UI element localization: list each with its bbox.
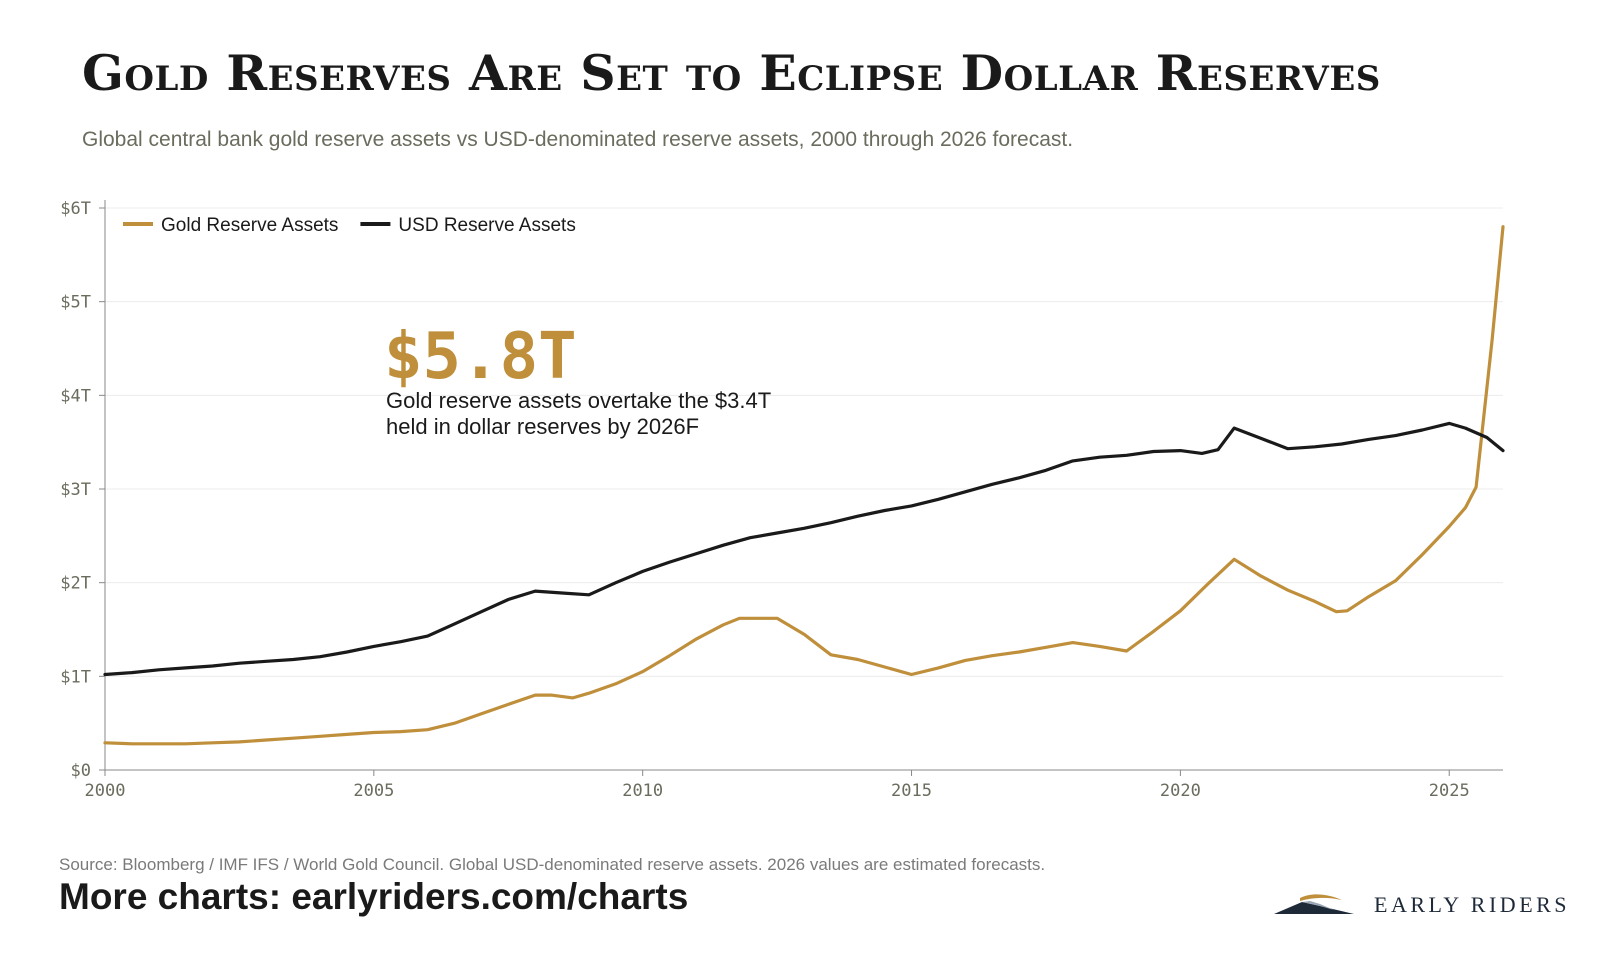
- x-tick-label: 2000: [85, 781, 126, 801]
- y-tick-label: $0: [71, 761, 91, 781]
- legend-label-gold: Gold Reserve Assets: [161, 215, 338, 236]
- annotation-value: $5.8T: [384, 320, 577, 394]
- usd-reserve-line: [103, 421, 1505, 677]
- y-tick-label: $1T: [60, 667, 91, 687]
- y-tick-label: $4T: [60, 386, 91, 406]
- mountain-logo-icon: [1274, 894, 1354, 914]
- x-tick-label: 2015: [891, 781, 932, 801]
- y-tick-label: $3T: [60, 480, 91, 500]
- legend-label-usd: USD Reserve Assets: [398, 215, 575, 236]
- y-tick-label: $5T: [60, 293, 91, 313]
- annotation-text-line1: Gold reserve assets overtake the $3.4T: [386, 388, 771, 413]
- x-tick-label: 2005: [353, 781, 394, 801]
- y-tick-label: $6T: [60, 199, 91, 219]
- gold-reserve-line: [103, 225, 1505, 746]
- y-tick-label: $2T: [60, 574, 91, 594]
- x-tick-label: 2020: [1160, 781, 1201, 801]
- chart-subtitle: Global central bank gold reserve assets …: [82, 128, 1074, 151]
- annotation-text-line2: held in dollar reserves by 2026F: [386, 414, 699, 439]
- logo-text: EARLY RIDERS: [1374, 892, 1571, 917]
- chart-title: Gold Reserves Are Set to Eclipse Dollar …: [82, 44, 1381, 102]
- x-tick-label: 2025: [1429, 781, 1470, 801]
- source-note: Source: Bloomberg / IMF IFS / World Gold…: [59, 855, 1046, 874]
- x-tick-label: 2010: [622, 781, 663, 801]
- more-charts-link[interactable]: More charts: earlyriders.com/charts: [59, 876, 689, 917]
- plot-area: [103, 225, 1505, 746]
- early-riders-logo: EARLY RIDERS: [1272, 890, 1570, 920]
